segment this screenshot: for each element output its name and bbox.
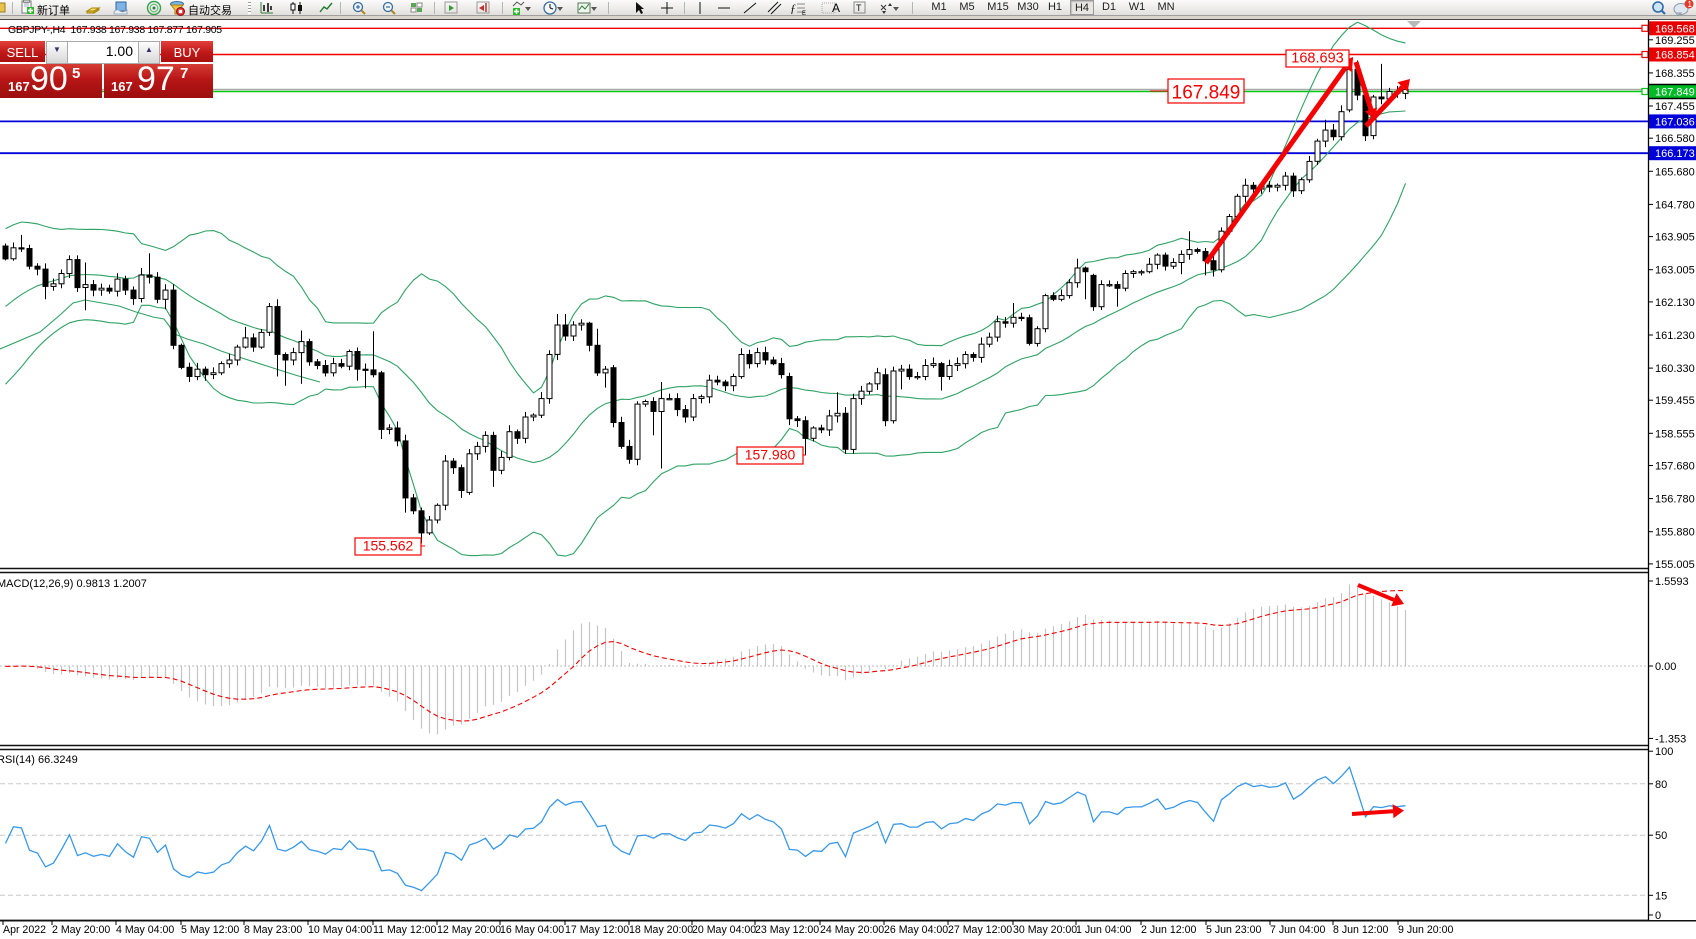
svg-text:ƒ: ƒ: [790, 1, 796, 15]
svg-text:157.680: 157.680: [1655, 461, 1695, 473]
svg-text:16 May 04:00: 16 May 04:00: [500, 924, 564, 936]
svg-text:166.173: 166.173: [1655, 148, 1695, 160]
svg-text:5 May 12:00: 5 May 12:00: [181, 924, 239, 936]
svg-text:167.036: 167.036: [1655, 116, 1695, 128]
svg-text:18 May 20:00: 18 May 20:00: [629, 924, 693, 936]
svg-text:Apr 2022: Apr 2022: [3, 924, 46, 936]
svg-text:155.562: 155.562: [363, 538, 414, 554]
svg-text:27 May 12:00: 27 May 12:00: [948, 924, 1012, 936]
svg-text:T: T: [856, 3, 862, 13]
svg-text:164.780: 164.780: [1655, 199, 1695, 211]
svg-text:167.849: 167.849: [1172, 83, 1241, 104]
svg-text:160.330: 160.330: [1655, 363, 1695, 375]
svg-text:4 May 04:00: 4 May 04:00: [116, 924, 174, 936]
svg-text:20 May 04:00: 20 May 04:00: [692, 924, 756, 936]
svg-text:2 Jun 12:00: 2 Jun 12:00: [1141, 924, 1196, 936]
svg-text:80: 80: [1655, 779, 1667, 791]
svg-text:156.780: 156.780: [1655, 494, 1695, 506]
svg-text:163.005: 163.005: [1655, 265, 1695, 277]
svg-text:26 May 04:00: 26 May 04:00: [884, 924, 948, 936]
svg-text:165.680: 165.680: [1655, 166, 1695, 178]
svg-text:163.905: 163.905: [1655, 232, 1695, 244]
svg-text:1 Jun 04:00: 1 Jun 04:00: [1076, 924, 1131, 936]
svg-text:1: 1: [1688, 0, 1693, 9]
svg-text:RSI(14) 66.3249: RSI(14) 66.3249: [0, 754, 78, 766]
svg-text:167.455: 167.455: [1655, 101, 1695, 113]
svg-text:17 May 12:00: 17 May 12:00: [565, 924, 629, 936]
svg-text:155.005: 155.005: [1655, 559, 1695, 571]
svg-text:-1.353: -1.353: [1655, 733, 1686, 745]
svg-text:169.568: 169.568: [1655, 23, 1695, 35]
svg-text:158.555: 158.555: [1655, 428, 1695, 440]
svg-text:2 May 20:00: 2 May 20:00: [52, 924, 110, 936]
svg-text:162.130: 162.130: [1655, 297, 1695, 309]
svg-text:12 May 20:00: 12 May 20:00: [437, 924, 501, 936]
svg-text:1.5593: 1.5593: [1655, 576, 1689, 588]
svg-text:0: 0: [1655, 910, 1661, 922]
svg-text:155.880: 155.880: [1655, 527, 1695, 539]
svg-text:23 May 12:00: 23 May 12:00: [755, 924, 819, 936]
svg-text:50: 50: [1655, 830, 1667, 842]
svg-text:11 May 12:00: 11 May 12:00: [373, 924, 437, 936]
svg-text:168.854: 168.854: [1655, 50, 1695, 62]
svg-text:161.230: 161.230: [1655, 330, 1695, 342]
svg-text:10 May 04:00: 10 May 04:00: [308, 924, 372, 936]
svg-text:157.980: 157.980: [745, 447, 796, 463]
svg-text:MACD(12,26,9) 0.9813 1.2007: MACD(12,26,9) 0.9813 1.2007: [0, 578, 147, 590]
svg-text:166.580: 166.580: [1655, 133, 1695, 145]
svg-text:5 Jun 23:00: 5 Jun 23:00: [1206, 924, 1261, 936]
svg-text:159.455: 159.455: [1655, 395, 1695, 407]
svg-text:169.255: 169.255: [1655, 35, 1695, 47]
svg-text:8 May 23:00: 8 May 23:00: [244, 924, 302, 936]
svg-text:24 May 20:00: 24 May 20:00: [820, 924, 884, 936]
svg-text:168.693: 168.693: [1291, 51, 1343, 67]
svg-text:E: E: [802, 11, 806, 16]
svg-text:15: 15: [1655, 890, 1667, 902]
svg-text:7 Jun 04:00: 7 Jun 04:00: [1270, 924, 1325, 936]
svg-text:0.00: 0.00: [1655, 661, 1676, 673]
svg-text:100: 100: [1655, 746, 1673, 758]
svg-text:168.355: 168.355: [1655, 68, 1695, 80]
svg-text:30 May 20:00: 30 May 20:00: [1013, 924, 1077, 936]
svg-text:8 Jun 12:00: 8 Jun 12:00: [1333, 924, 1388, 936]
svg-text:167.849: 167.849: [1655, 87, 1695, 99]
svg-text:9 Jun 20:00: 9 Jun 20:00: [1398, 924, 1453, 936]
